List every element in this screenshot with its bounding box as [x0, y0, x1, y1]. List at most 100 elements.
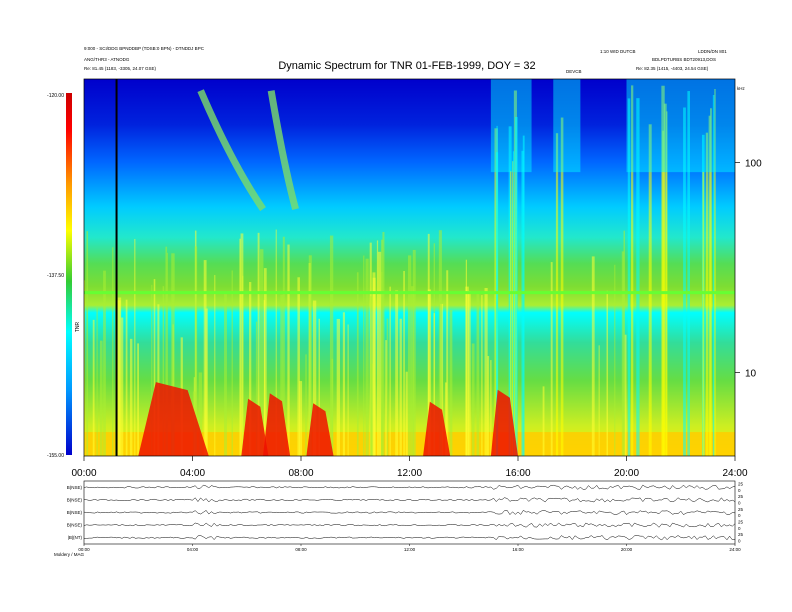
- spectrum-streak: [405, 371, 408, 456]
- active-period-patch: [490, 79, 532, 173]
- mag-right-tick-label: 25: [738, 520, 744, 525]
- mag-right-tick-label: 0: [738, 539, 741, 544]
- spectrum-streak: [484, 287, 488, 456]
- lowfreq-burst: [490, 389, 518, 456]
- spectrum-streak: [481, 295, 483, 456]
- spectrum-streak: [624, 334, 627, 456]
- spectrum-streak: [614, 264, 616, 456]
- spectrum-streak: [412, 249, 416, 456]
- active-period-patch: [553, 79, 581, 173]
- spectrum-streak: [329, 235, 334, 456]
- lowfreq-burst: [423, 401, 451, 456]
- mag-right-tick-label: 25: [738, 507, 744, 512]
- spectrum-streak: [347, 324, 349, 456]
- mag-right-tick-label: 25: [738, 494, 744, 499]
- spectrum-streak: [151, 284, 153, 456]
- lowfreq-burst: [241, 398, 269, 456]
- spectrum-streak: [363, 255, 365, 456]
- mag-panel-label: B(NSE): [67, 510, 83, 515]
- spectrum-streak: [171, 253, 175, 456]
- colorbar-label: TNR: [75, 321, 81, 332]
- spectrum-streak: [137, 343, 140, 456]
- mag-x-tick-label: 24:00: [729, 547, 741, 552]
- colorbar-tick-top: -120.00: [47, 93, 64, 99]
- spectrum-streak: [157, 304, 160, 456]
- event-label: DEVCB: [566, 69, 582, 74]
- mag-x-tick-label: 12:00: [404, 547, 416, 552]
- header-right-line1: LDDN/DN 801: [698, 49, 727, 54]
- spectrum-streak: [714, 89, 716, 456]
- spectrum-streak: [512, 151, 515, 456]
- spectrum-streak: [407, 255, 412, 456]
- spectrum-streak: [636, 98, 640, 456]
- spectrum-streak: [331, 358, 334, 456]
- spectrum-streak: [125, 299, 128, 456]
- x-tick-label: 08:00: [288, 468, 313, 479]
- mag-panel-label: B(NSE): [67, 485, 83, 490]
- y-tick-label: 100: [745, 159, 762, 170]
- spectrum-streak: [631, 85, 634, 456]
- spectrum-streak: [522, 135, 525, 456]
- spectrum-streak: [134, 238, 136, 456]
- spectrum-streak: [433, 313, 436, 456]
- spectrum-streak: [663, 103, 667, 456]
- spectrum-streak: [465, 259, 468, 456]
- spectrum-streak: [117, 300, 121, 456]
- x-tick-label: 24:00: [722, 468, 747, 479]
- spectrum-streak: [318, 318, 320, 456]
- spectrum-streak: [280, 294, 283, 456]
- spectrum-streak: [438, 230, 442, 456]
- spectrum-streak: [129, 338, 133, 456]
- spectrum-streak: [490, 360, 492, 456]
- spectrum-streak: [403, 271, 405, 456]
- spectrum-streak: [427, 233, 430, 456]
- spectrum-streak: [377, 251, 382, 456]
- spectrum-streak: [467, 291, 471, 456]
- spectrum-streak: [385, 340, 388, 456]
- mag-x-tick-label: 16:00: [512, 547, 524, 552]
- spectrum-streak: [687, 91, 690, 456]
- spectrum-streak: [495, 152, 499, 456]
- spectrum-streak: [86, 231, 89, 456]
- drift-burst: [197, 89, 266, 212]
- spectrum-streak: [166, 252, 168, 456]
- x-tick-label: 20:00: [614, 468, 639, 479]
- spectrogram: 00:00 04:00 08:00 12:00 16:00 20:00 24:00 100 10: [71, 78, 762, 479]
- spectrum-streak: [224, 293, 227, 456]
- mag-right-tick-label: 25: [738, 482, 744, 487]
- mag-strip: B(NSE)B(NSE)B(NSE)B(NSE)|B|(NT)250250250…: [54, 480, 744, 557]
- spectrum-streak: [240, 233, 244, 456]
- spectrum-streak: [381, 271, 383, 456]
- x-tick-label: 00:00: [71, 468, 96, 479]
- spectrum-streak: [376, 240, 379, 456]
- spectrum-streak: [389, 286, 391, 456]
- spectrum-streak: [598, 345, 600, 456]
- mag-x-tick-label: 04:00: [187, 547, 199, 552]
- spectrum-streak: [312, 300, 317, 456]
- spectrum-streak: [702, 171, 705, 456]
- colorbar-tick-bottom: -155.00: [47, 453, 64, 459]
- spectrum-streak: [476, 292, 480, 456]
- mag-x-tick-label: 00:00: [78, 547, 90, 552]
- spectrum-streak: [712, 94, 715, 456]
- spectrum-streak: [299, 381, 303, 456]
- spectrum-streak: [627, 98, 631, 456]
- spectrum-streak: [465, 286, 469, 456]
- spectrum-streak: [194, 246, 198, 456]
- mag-panel-label: B(NSE): [67, 497, 83, 502]
- spectrum-streak: [255, 321, 258, 456]
- spectrum-streak: [92, 319, 95, 456]
- mag-trace: [83, 497, 736, 503]
- mag-right-tick-label: 25: [738, 532, 744, 537]
- spectrum-streak: [99, 340, 103, 456]
- spectrum-streak: [395, 290, 399, 456]
- spectrum-streak: [120, 317, 124, 456]
- header-left-line3: Re: 81.45 (1183, -3305, 24.07 GSE): [84, 66, 156, 71]
- spectrum-streak: [275, 229, 277, 456]
- spectrum-streak: [198, 372, 203, 456]
- header-left-line1: 9:000 - SCI/DDG BPNDDBP (TDSB:0 BPN) - D…: [84, 46, 205, 51]
- mag-trace: [83, 509, 736, 516]
- y-tick-label: 10: [745, 368, 757, 379]
- mag-right-tick-label: 0: [738, 513, 741, 518]
- colorbar-tick-mid: -137.50: [47, 273, 64, 279]
